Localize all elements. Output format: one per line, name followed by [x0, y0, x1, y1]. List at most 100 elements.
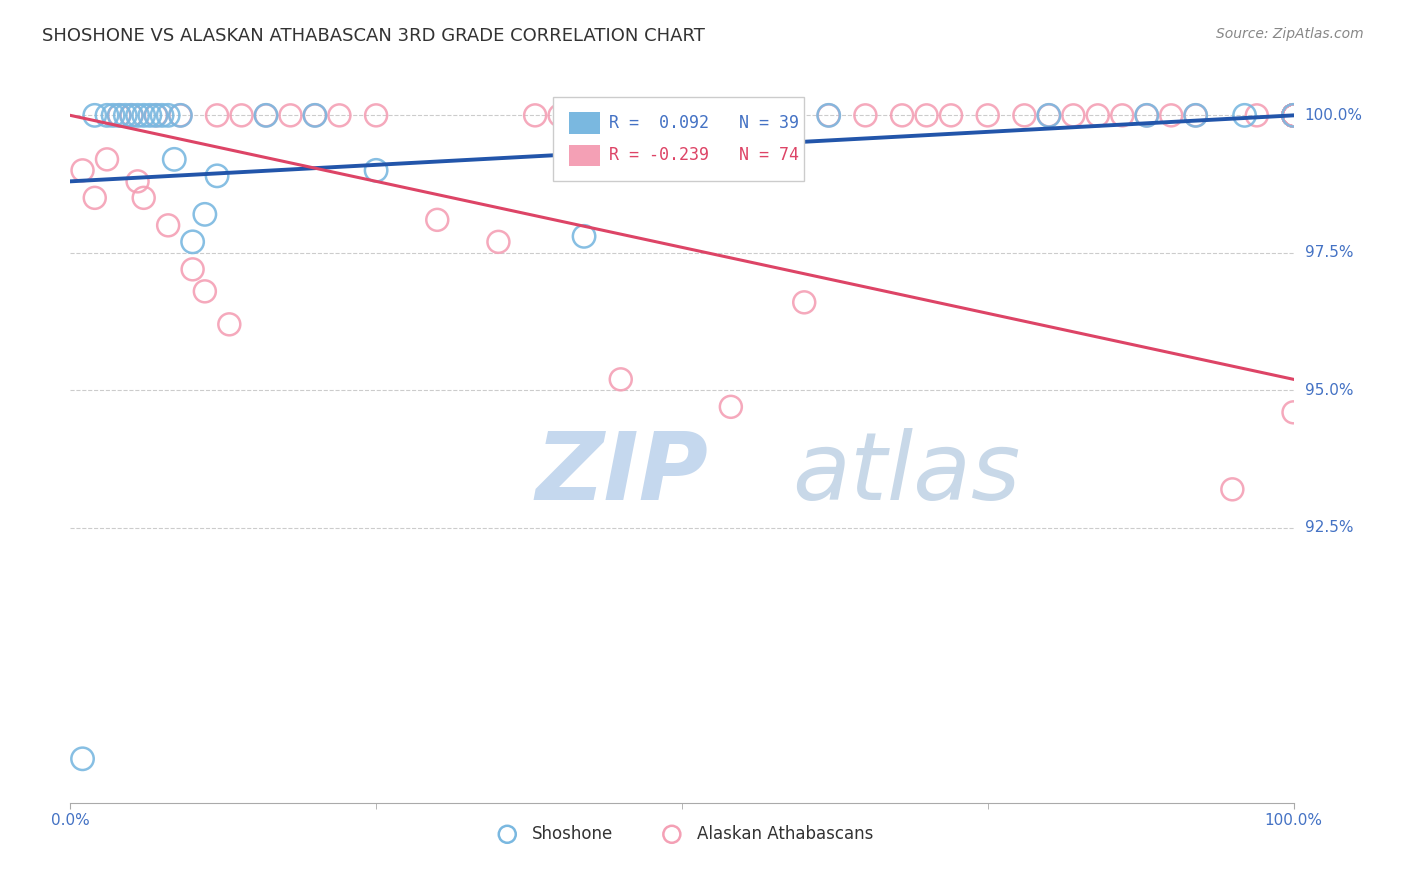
Text: R =  0.092   N = 39: R = 0.092 N = 39 — [609, 113, 799, 131]
Point — [96, 153, 118, 167]
Point — [280, 108, 302, 122]
Point — [121, 108, 143, 122]
Point — [1282, 108, 1305, 122]
Point — [1282, 108, 1305, 122]
Point — [1282, 108, 1305, 122]
Point — [181, 262, 204, 277]
Point — [96, 108, 118, 122]
Point — [72, 163, 94, 178]
Point — [163, 153, 186, 167]
Point — [1038, 108, 1060, 122]
Point — [231, 108, 253, 122]
Point — [1282, 108, 1305, 122]
Point — [891, 108, 914, 122]
Point — [132, 191, 155, 205]
Point — [127, 174, 149, 188]
Point — [157, 219, 180, 233]
Text: R = -0.239   N = 74: R = -0.239 N = 74 — [609, 146, 799, 164]
Point — [127, 108, 149, 122]
Point — [1282, 108, 1305, 122]
Point — [83, 191, 105, 205]
Point — [1014, 108, 1036, 122]
Point — [1282, 108, 1305, 122]
Point — [1282, 405, 1305, 419]
Point — [1282, 108, 1305, 122]
Point — [1233, 108, 1256, 122]
Point — [132, 108, 155, 122]
Point — [548, 108, 571, 122]
Point — [169, 108, 191, 122]
Point — [1282, 108, 1305, 122]
Point — [1282, 108, 1305, 122]
Point — [1282, 108, 1305, 122]
Point — [1282, 108, 1305, 122]
Point — [1282, 108, 1305, 122]
Point — [671, 108, 693, 122]
Point — [194, 285, 217, 299]
Point — [1282, 108, 1305, 122]
Point — [366, 163, 388, 178]
Point — [181, 235, 204, 249]
Point — [205, 169, 228, 183]
Point — [1282, 108, 1305, 122]
Point — [1282, 108, 1305, 122]
Point — [72, 752, 94, 766]
Point — [1111, 108, 1133, 122]
Point — [720, 400, 742, 414]
Point — [145, 108, 167, 122]
Point — [1220, 483, 1243, 497]
Point — [1282, 108, 1305, 122]
Point — [328, 108, 350, 122]
Point — [1136, 108, 1159, 122]
Text: Source: ZipAtlas.com: Source: ZipAtlas.com — [1216, 27, 1364, 41]
Point — [1282, 108, 1305, 122]
Point — [1184, 108, 1206, 122]
Point — [150, 108, 173, 122]
Point — [1136, 108, 1159, 122]
Text: 100.0%: 100.0% — [1305, 108, 1362, 123]
Point — [83, 108, 105, 122]
Point — [817, 108, 839, 122]
Point — [817, 108, 839, 122]
Point — [121, 108, 143, 122]
Point — [939, 108, 962, 122]
Legend: Shoshone, Alaskan Athabascans: Shoshone, Alaskan Athabascans — [484, 818, 880, 849]
Point — [1160, 108, 1182, 122]
Point — [1282, 108, 1305, 122]
FancyBboxPatch shape — [554, 97, 804, 181]
Text: ZIP: ZIP — [536, 427, 709, 520]
Text: atlas: atlas — [792, 428, 1021, 519]
Point — [114, 108, 136, 122]
Text: 92.5%: 92.5% — [1305, 520, 1353, 535]
Point — [769, 108, 792, 122]
Point — [101, 108, 124, 122]
Text: 95.0%: 95.0% — [1305, 383, 1353, 398]
Point — [1282, 108, 1305, 122]
Point — [1282, 108, 1305, 122]
Text: SHOSHONE VS ALASKAN ATHABASCAN 3RD GRADE CORRELATION CHART: SHOSHONE VS ALASKAN ATHABASCAN 3RD GRADE… — [42, 27, 704, 45]
Point — [572, 229, 595, 244]
Point — [1282, 108, 1305, 122]
Bar — [569, 145, 600, 167]
Point — [1282, 108, 1305, 122]
Point — [1282, 108, 1305, 122]
Point — [218, 318, 240, 332]
Point — [304, 108, 326, 122]
Point — [855, 108, 877, 122]
Point — [610, 372, 633, 386]
Point — [976, 108, 998, 122]
Point — [1282, 108, 1305, 122]
Point — [169, 108, 191, 122]
Point — [1184, 108, 1206, 122]
Point — [524, 108, 547, 122]
Point — [194, 207, 217, 221]
Point — [304, 108, 326, 122]
Point — [366, 108, 388, 122]
Point — [1282, 108, 1305, 122]
Point — [108, 108, 131, 122]
Point — [1062, 108, 1084, 122]
Point — [254, 108, 277, 122]
Point — [488, 235, 510, 249]
Point — [145, 108, 167, 122]
Point — [793, 295, 815, 310]
